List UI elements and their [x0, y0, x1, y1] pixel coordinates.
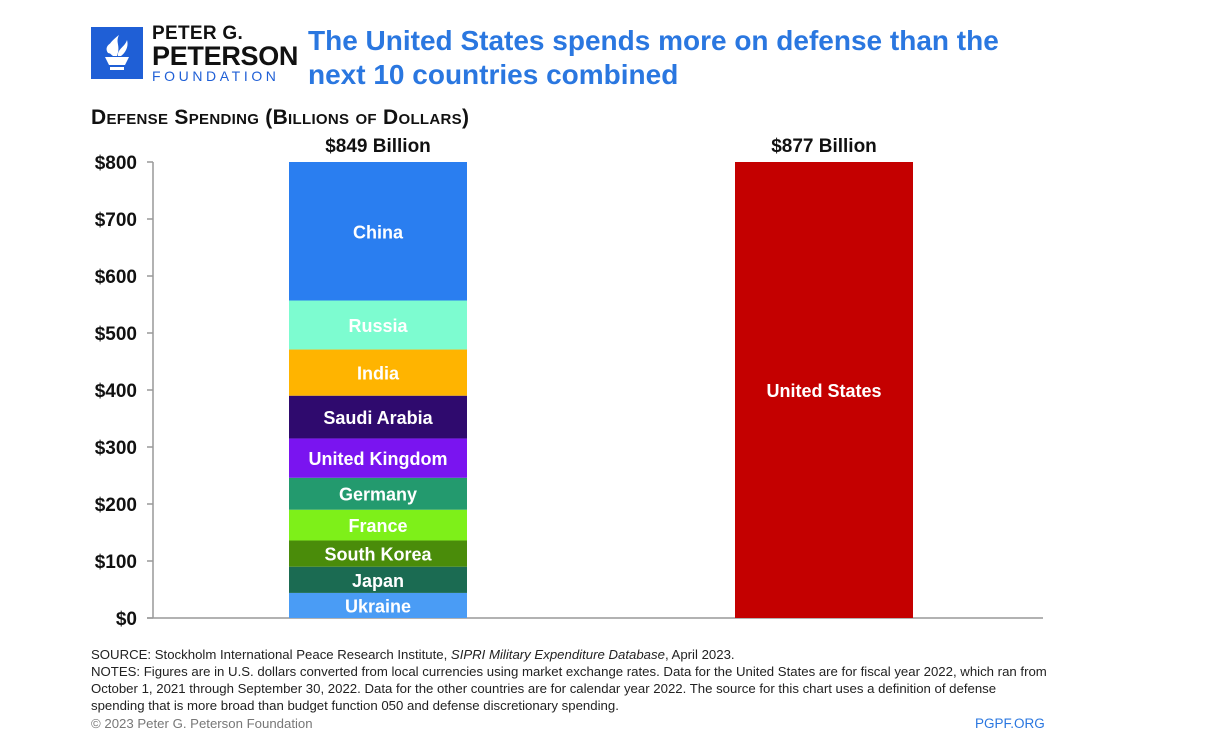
chart-title: The United States spends more on defense…: [308, 25, 999, 90]
y-tick-label: $400: [95, 381, 137, 402]
y-tick-label: $800: [95, 153, 137, 174]
bar-segment-russia: [289, 300, 467, 350]
segment-label: Germany: [339, 485, 417, 505]
y-tick-label: $200: [95, 495, 137, 516]
bar-segment-china: [289, 162, 467, 301]
segment-label: India: [357, 364, 400, 384]
site-link[interactable]: PGPF.ORG: [975, 716, 1045, 731]
footnotes: SOURCE: Stockholm International Peace Re…: [91, 646, 1051, 714]
segment-label: Saudi Arabia: [323, 408, 433, 428]
y-tick-label: $300: [95, 438, 137, 459]
bar-total-label: $849 Billion: [325, 136, 431, 157]
bar-segment-ukraine: [289, 592, 467, 618]
segment-label: South Korea: [324, 545, 432, 565]
source-suffix: , April 2023.: [664, 647, 735, 662]
y-tick-label: $100: [95, 552, 137, 573]
copyright: © 2023 Peter G. Peterson Foundation: [91, 716, 313, 731]
bar-segment-france: [289, 509, 467, 541]
bar-segment-united-states: [735, 162, 913, 618]
bar-total-label: $877 Billion: [771, 136, 877, 157]
notes-text: NOTES: Figures are in U.S. dollars conve…: [91, 664, 1047, 713]
bar-segment-germany: [289, 477, 467, 510]
y-tick-label: $700: [95, 210, 137, 231]
segment-label: Ukraine: [345, 596, 411, 616]
segment-label: Russia: [348, 316, 408, 336]
source-prefix: SOURCE: Stockholm International Peace Re…: [91, 647, 451, 662]
y-tick-label: $0: [116, 609, 137, 630]
bar-segment-united-kingdom: [289, 438, 467, 478]
bar-segment-japan: [289, 566, 467, 593]
logo-line-3: FOUNDATION: [152, 68, 280, 84]
segment-label: United States: [766, 381, 881, 401]
segment-label: United Kingdom: [309, 449, 448, 469]
logo-wordmark: PETER G. PETERSON FOUNDATION: [152, 24, 298, 85]
bar-segment-saudi-arabia: [289, 395, 467, 439]
y-tick-label: $500: [95, 324, 137, 345]
torch-icon: [91, 27, 143, 79]
logo-line-2: PETERSON: [152, 41, 299, 71]
bar-segment-south-korea: [289, 540, 467, 567]
logo-line-1: PETER G.: [152, 23, 244, 44]
segment-label: China: [353, 222, 404, 242]
y-axis-label: Defense Spending (Billions of Dollars): [91, 106, 470, 129]
bar-segment-india: [289, 349, 467, 396]
segment-label: Japan: [352, 571, 404, 591]
segment-label: France: [348, 516, 407, 536]
y-tick-label: $600: [95, 267, 137, 288]
source-title: SIPRI Military Expenditure Database: [450, 647, 665, 662]
source-note: SOURCE: Stockholm International Peace Re…: [91, 646, 1051, 663]
